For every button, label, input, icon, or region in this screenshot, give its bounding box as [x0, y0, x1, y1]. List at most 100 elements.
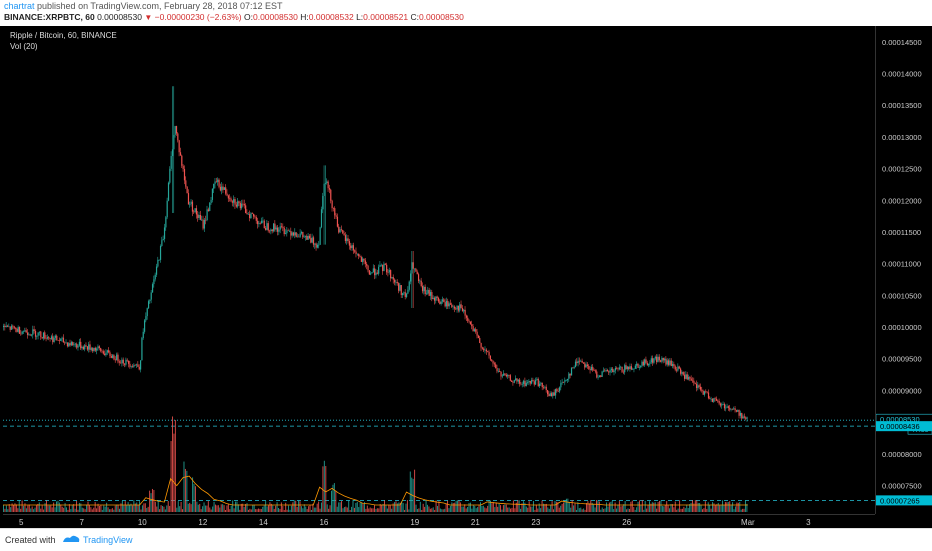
volume-bar	[471, 508, 473, 512]
volume-bar	[610, 501, 612, 512]
chart-area[interactable]: Ripple / Bitcoin, 60, BINANCE Vol (20) 0…	[0, 26, 932, 528]
volume-bar	[111, 508, 113, 512]
candle-body	[521, 383, 523, 385]
volume-bar	[365, 508, 367, 512]
y-tick-label: 0.00013500	[882, 101, 922, 110]
volume-bar	[522, 501, 524, 512]
candle-body	[10, 325, 13, 330]
candle-body	[351, 245, 353, 249]
volume-bar	[189, 502, 191, 512]
candle-body	[13, 326, 15, 329]
candle-body	[241, 203, 243, 209]
candle-body	[398, 283, 400, 291]
candle-body	[112, 355, 114, 358]
volume-bar	[170, 441, 172, 512]
candle-body	[469, 321, 472, 325]
volume-bar	[247, 509, 249, 512]
candle-body	[386, 264, 388, 273]
volume-bar	[167, 500, 169, 512]
candle-body	[394, 279, 396, 283]
candle-body	[166, 200, 168, 218]
candle-body	[455, 308, 457, 310]
candle-body	[437, 297, 440, 302]
candle-body	[388, 270, 390, 273]
y-tick-label: 0.00014000	[882, 70, 922, 79]
candle-body	[618, 367, 621, 370]
candle-body	[134, 364, 136, 366]
volume-bar	[494, 507, 496, 512]
candle-body	[205, 219, 207, 221]
candle-body	[488, 351, 490, 356]
candle-body	[58, 340, 61, 342]
candle-body	[570, 367, 573, 376]
volume-bar	[30, 508, 32, 512]
volume-bar	[77, 509, 79, 512]
candle-body	[660, 360, 662, 362]
volume-bar	[369, 507, 371, 512]
candle-body	[489, 355, 492, 360]
volume-bar	[37, 503, 39, 512]
volume-bar	[240, 503, 242, 512]
volume-bar	[712, 502, 714, 512]
candle-body	[678, 366, 680, 369]
volume-bar	[554, 500, 556, 512]
volume-bar	[477, 507, 479, 512]
price-plot[interactable]	[3, 26, 875, 514]
candle-body	[387, 272, 389, 273]
candle-body	[139, 360, 142, 370]
candle-body	[299, 233, 301, 237]
candle-body	[32, 329, 34, 335]
candle-body	[352, 245, 355, 251]
volume-bar	[348, 500, 350, 512]
candle-body	[239, 203, 241, 209]
candle-body	[207, 209, 210, 211]
candle-body	[122, 359, 124, 364]
candle-body	[686, 374, 688, 380]
candle-body	[362, 258, 364, 262]
volume-bar	[689, 504, 691, 512]
volume-bar	[604, 508, 606, 512]
volume-bar	[310, 509, 312, 512]
candle-body	[243, 204, 245, 206]
candle-body	[742, 416, 744, 419]
candle-body	[25, 330, 27, 333]
candle-body	[572, 367, 574, 369]
volume-bar	[614, 502, 616, 512]
volume-bar	[361, 502, 363, 512]
volume-bar	[442, 509, 444, 512]
candle-body	[492, 360, 494, 364]
volume-bar	[660, 500, 662, 512]
chart-legend: Ripple / Bitcoin, 60, BINANCE Vol (20)	[10, 30, 117, 52]
candle-body	[269, 230, 271, 232]
candle-body	[359, 256, 361, 258]
tradingview-brand[interactable]: TradingView	[83, 535, 133, 545]
volume-bar	[7, 509, 9, 512]
candle-body	[226, 193, 228, 196]
candle-body	[420, 280, 422, 287]
volume-bar	[28, 504, 30, 512]
candle-body	[94, 347, 96, 351]
price-axis[interactable]: 0.00014500 0.00014000 0.00013500 0.00013000…	[875, 26, 932, 514]
candle-body	[541, 382, 543, 388]
volume-bar	[553, 509, 555, 512]
candle-body	[108, 350, 110, 353]
volume-bar	[352, 500, 354, 512]
volume-bar	[306, 509, 308, 512]
candle-body	[50, 336, 53, 340]
volume-bar	[603, 508, 605, 512]
candle-body	[169, 168, 171, 183]
candle-body	[46, 337, 49, 339]
candle-body	[334, 208, 336, 216]
volume-bar	[659, 500, 661, 512]
time-axis[interactable]: 5 7 10 12 14 16 19 21 23 26 Mar 3	[3, 514, 875, 529]
volume-bar	[681, 508, 683, 512]
candle-body	[727, 406, 730, 408]
volume-bar	[537, 508, 539, 512]
candle-body	[88, 344, 90, 350]
candle-body	[372, 268, 374, 273]
volume-bar	[515, 502, 517, 512]
candle-body	[191, 201, 194, 212]
candle-body	[73, 344, 75, 346]
x-tick-label: 12	[198, 518, 207, 527]
author-link[interactable]: chartrat	[4, 1, 35, 11]
